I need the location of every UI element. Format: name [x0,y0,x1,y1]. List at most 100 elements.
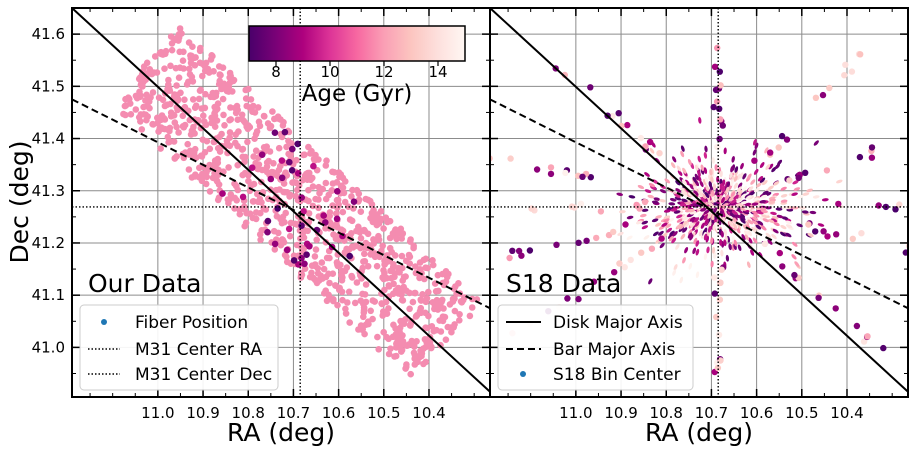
fiber-point [205,69,213,76]
s18-bin-point [740,201,748,205]
s18-bin-point [653,197,661,201]
s18-bin-point-outer [638,249,645,256]
s18-bin-point [675,180,681,186]
fiber-point [215,63,223,70]
colorbar-ticks: 8 10 12 14 [271,61,448,81]
s18-bin-point-outer [857,51,864,58]
fiber-point [379,242,387,250]
s18-bin-point-outer [802,169,809,176]
fiber-point [208,52,215,59]
fiber-point [122,111,129,119]
fiber-point [414,358,421,366]
fiber-point [309,174,316,182]
s18-bin-point [697,212,704,217]
fiber-point [315,204,322,212]
s18-bin-point [699,215,705,221]
fiber-point [380,328,388,336]
s18-bin-point-outer [842,61,849,68]
fiber-point [398,252,406,260]
s18-bin-point [736,223,742,230]
s18-bin-point [726,181,731,188]
s18-bin-point [676,223,683,229]
fiber-point [247,96,255,103]
s18-bin-point-outer [864,333,871,340]
colorbar-tick-label: 12 [374,63,393,81]
s18-bin-point [658,230,664,236]
s18-bin-point-outer [717,82,724,89]
fiber-point [170,112,178,119]
our-data-fiber-points [120,25,481,378]
fiber-point [388,267,396,275]
colorbar: 8 10 12 14 Age (Gyr) [248,25,466,107]
fiber-point [410,340,418,348]
s18-bin-point [651,200,659,204]
fiber-point [378,300,386,308]
s18-bin-point [695,271,700,279]
fiber-point [249,214,256,222]
fiber-point [181,96,188,103]
fiber-point [233,182,240,190]
s18-bin-point [711,189,715,197]
fiber-point [322,179,330,187]
fiber-point [367,307,375,315]
s18-bin-point [720,230,724,238]
s18-bin-point [786,208,794,212]
fiber-point [390,321,397,329]
s18-bin-point [807,232,814,238]
legend-marker-s18-bin-center [520,371,526,377]
s18-bin-point [806,188,813,193]
s18-bin-point [641,220,649,225]
fiber-point [256,195,264,203]
fiber-point [234,161,241,169]
s18-bin-point [737,244,742,251]
fiber-point [333,179,341,186]
fiber-point [191,104,199,111]
fiber-point [146,66,154,73]
s18-bin-point-outer [823,167,831,174]
fiber-point [301,151,308,158]
fiber-point [334,301,341,309]
s18-bin-point-outer [815,294,822,301]
s18-bin-point-outer [624,121,631,129]
colorbar-tick-label: 10 [320,63,339,81]
fiber-point [201,104,209,112]
s18-bin-point-outer [812,228,819,235]
fiber-point [353,186,361,194]
s18-bin-point [755,224,762,230]
s18-bin-point [746,261,751,268]
s18-bin-point [765,164,771,170]
s18-bin-point [740,218,746,224]
fiber-point [305,186,312,194]
s18-bin-point [687,158,692,166]
fiber-point-old [283,246,291,254]
fiber-point [187,55,195,62]
fiber-point [185,166,193,173]
s18-bin-point [692,247,697,255]
fiber-point [421,275,428,283]
s18-bin-point [791,192,798,196]
fiber-point [338,288,346,296]
fiber-point-old [298,194,306,201]
s18-bin-point [641,225,649,230]
fiber-point [416,259,424,266]
s18-bin-point-outer [579,173,586,180]
fiber-point [370,215,378,223]
fiber-point [385,350,393,358]
fiber-point [202,180,210,188]
s18-bin-point [754,225,760,231]
fiber-point [334,232,341,240]
fiber-point [273,213,281,220]
fiber-point [451,321,458,328]
s18-bin-point-outer [761,240,769,248]
s18-bin-point [721,200,728,206]
fiber-point [249,102,257,110]
s18-bin-point [793,187,801,192]
s18-bin-point [753,168,759,175]
s18-bin-point [689,216,696,222]
fiber-point [221,143,228,150]
fiber-point [186,71,194,78]
fiber-point [348,272,355,280]
s18-bin-point-outer [849,235,856,242]
fiber-point [375,346,383,353]
s18-bin-point [737,192,743,198]
